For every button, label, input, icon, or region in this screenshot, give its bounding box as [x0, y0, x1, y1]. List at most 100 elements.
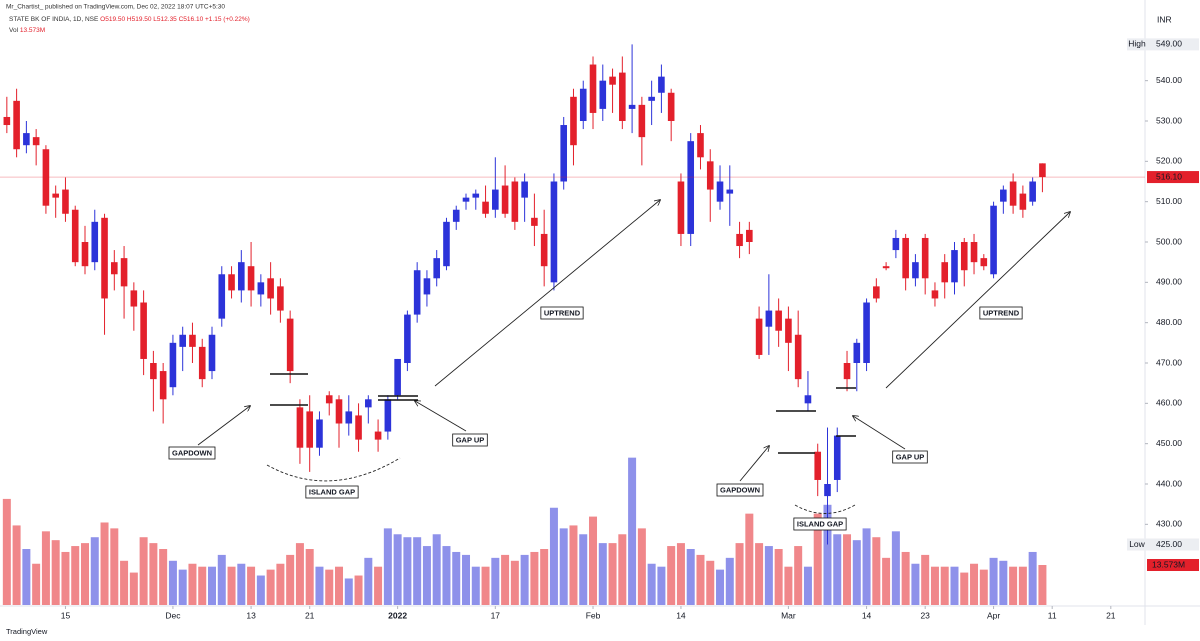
- volume-bar: [921, 554, 930, 605]
- volume-layer: [2, 457, 1047, 605]
- candle-body: [579, 88, 587, 121]
- candle-body: [394, 358, 401, 396]
- volume-legend: Vol 13.573M: [9, 27, 45, 34]
- candle-body: [306, 411, 313, 448]
- candle-body: [599, 80, 607, 109]
- x-tick-label: 17: [491, 610, 501, 620]
- volume-bar: [266, 569, 275, 605]
- volume-bar: [149, 543, 158, 605]
- x-tick-label: 14: [676, 610, 686, 620]
- candle-body: [452, 209, 460, 222]
- volume-bar: [872, 537, 881, 605]
- x-tick-label: 11: [1048, 610, 1057, 620]
- candle-body: [404, 314, 411, 363]
- marker-box: [1147, 38, 1199, 51]
- volume-bar: [852, 540, 861, 605]
- candle-body: [32, 137, 40, 146]
- candle-body: [863, 302, 870, 363]
- volume-bar: [491, 557, 500, 605]
- candle-body: [1009, 181, 1017, 206]
- volume-bar: [129, 572, 138, 605]
- legend-high: H519.50: [127, 16, 152, 23]
- arrow: [434, 200, 660, 387]
- publisher: Mr_Chartist_ published on TradingView.co…: [6, 4, 225, 11]
- volume-bar: [22, 549, 31, 605]
- candle-body: [511, 181, 519, 222]
- candle-body: [355, 415, 362, 440]
- volume-label: Vol: [9, 27, 19, 34]
- y-tick-label: 480.00: [1156, 317, 1182, 327]
- candle-body: [726, 189, 734, 194]
- candle-body: [267, 278, 274, 299]
- volume-bar: [315, 566, 324, 605]
- candle-body: [1000, 189, 1007, 202]
- volume-bar: [940, 566, 949, 605]
- annotation: GAPDOWN: [172, 448, 212, 457]
- arrow: [885, 212, 1070, 389]
- candle-body: [179, 334, 186, 347]
- volume-bar: [1018, 566, 1027, 605]
- candle-body: [423, 278, 431, 295]
- candle-body: [150, 363, 157, 380]
- volume-bar: [823, 504, 832, 605]
- volume-bar: [647, 563, 656, 605]
- volume-bar: [579, 534, 588, 605]
- candle-body: [228, 274, 235, 291]
- x-tick-label: 13: [246, 610, 256, 620]
- candle-body: [335, 399, 343, 424]
- volume-bar: [989, 557, 998, 605]
- candle-body: [501, 185, 509, 214]
- volume-bar: [295, 543, 304, 605]
- volume-bar: [686, 549, 695, 605]
- drawings: [197, 200, 1070, 514]
- candle-body: [286, 318, 294, 372]
- candle-body: [247, 266, 255, 291]
- y-tick-label: 450.00: [1156, 438, 1182, 448]
- currency: INR: [1157, 14, 1172, 24]
- candle-body: [970, 242, 978, 263]
- volume-bar: [325, 569, 334, 605]
- candle-body: [101, 217, 108, 299]
- dashed-arc: [266, 457, 401, 482]
- volume-bar: [120, 560, 129, 605]
- volume-bar: [90, 537, 99, 605]
- volume-bar: [12, 525, 21, 605]
- candle-body: [130, 290, 138, 307]
- candle-body: [374, 431, 382, 440]
- candle-body: [325, 395, 333, 404]
- volume-bar: [110, 528, 119, 605]
- volume-bar: [178, 569, 187, 605]
- volume-bar: [364, 557, 373, 605]
- candle-body: [462, 197, 470, 202]
- volume-bar: [569, 525, 578, 605]
- arrow: [197, 406, 250, 446]
- candle-body: [443, 221, 450, 267]
- candle-body: [140, 302, 147, 359]
- last-price-box: [1147, 171, 1199, 184]
- volume-bar: [735, 543, 744, 605]
- volume-bar: [1028, 551, 1037, 605]
- volume-bar: [950, 566, 959, 605]
- y-tick-label: 510.00: [1156, 196, 1182, 206]
- volume-bar: [139, 537, 148, 605]
- candle-body: [81, 242, 89, 267]
- candle-body: [52, 193, 59, 198]
- candle-body: [384, 399, 392, 432]
- candle-body: [111, 262, 118, 275]
- y-tick-label: 470.00: [1156, 357, 1182, 367]
- candle-body: [570, 96, 577, 146]
- candle-body: [13, 100, 20, 150]
- candle-body: [619, 72, 626, 121]
- candle-body: [42, 149, 50, 206]
- volume-bar: [716, 569, 725, 605]
- volume-bar: [618, 534, 627, 605]
- candle-layer: [3, 44, 1046, 545]
- volume-bar: [608, 543, 617, 605]
- candle-body: [531, 217, 538, 226]
- volume-bar: [862, 528, 871, 605]
- candle-body: [521, 181, 528, 198]
- volume-bar: [882, 557, 891, 605]
- arrow: [739, 446, 769, 482]
- volume-bar: [256, 575, 265, 605]
- y-tick-label: 530.00: [1156, 115, 1182, 125]
